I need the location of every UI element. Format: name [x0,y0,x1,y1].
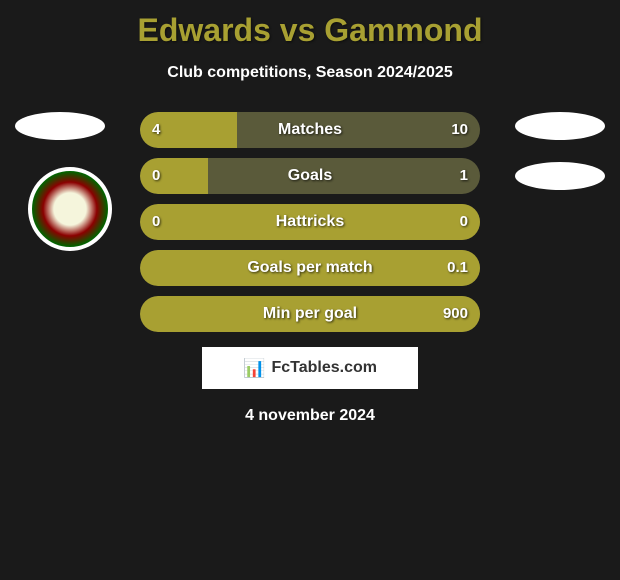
placeholder-ellipse-right-mid [515,162,605,190]
stat-row-min-per-goal: Min per goal 900 [140,296,480,332]
stat-label: Goals [140,158,480,194]
stat-label: Matches [140,112,480,148]
stat-label: Min per goal [140,296,480,332]
comparison-title: Edwards vs Gammond [0,0,620,49]
chart-icon: 📊 [243,358,265,379]
stat-label: Goals per match [140,250,480,286]
stat-label: Hattricks [140,204,480,240]
stat-row-hattricks: 0 Hattricks 0 [140,204,480,240]
stats-container: 4 Matches 10 0 Goals 1 0 Hattricks 0 Goa… [140,112,480,332]
team-badge-left [28,167,112,251]
content-area: 4 Matches 10 0 Goals 1 0 Hattricks 0 Goa… [0,112,620,425]
placeholder-ellipse-left [15,112,105,140]
stat-row-goals-per-match: Goals per match 0.1 [140,250,480,286]
fctables-logo[interactable]: 📊 FcTables.com [202,347,418,389]
logo-text: FcTables.com [271,359,377,377]
stat-right-value: 0.1 [447,250,468,286]
stat-row-goals: 0 Goals 1 [140,158,480,194]
stat-right-value: 900 [443,296,468,332]
stat-right-value: 1 [460,158,468,194]
stat-right-value: 0 [460,204,468,240]
date-text: 4 november 2024 [0,407,620,425]
stat-right-value: 10 [451,112,468,148]
subtitle: Club competitions, Season 2024/2025 [0,64,620,82]
stat-row-matches: 4 Matches 10 [140,112,480,148]
placeholder-ellipse-right-top [515,112,605,140]
